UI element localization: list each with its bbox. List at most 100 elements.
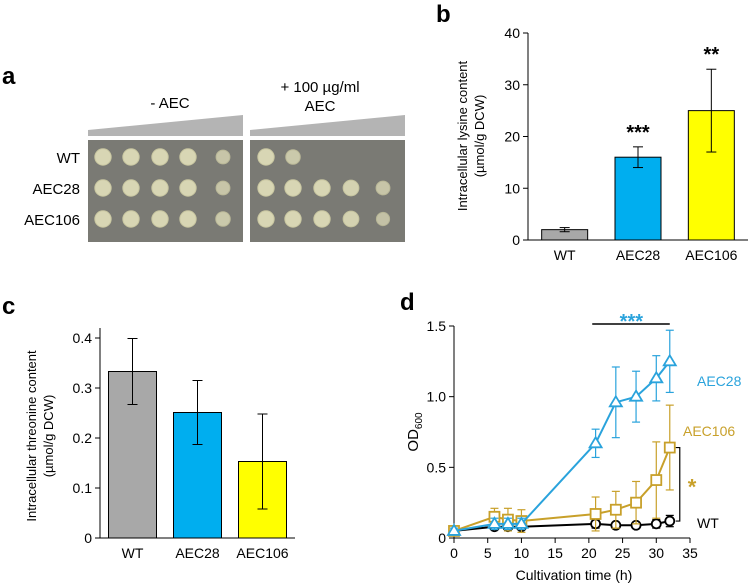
chart-c-xtick-label-wt: WT	[122, 545, 144, 561]
chart-c-xtick-label-aec28: AEC28	[175, 545, 220, 561]
chart-b-plot: 0 10 20 30 40 WT AEC28 *** AEC106 **	[504, 25, 748, 263]
colony-spots	[94, 148, 391, 228]
colony-minus-r2-c2	[151, 210, 169, 228]
strain-label-wt: WT	[57, 150, 80, 167]
chart-d-xtick-label-1: 5	[484, 545, 492, 561]
chart-d-aec28-point-2	[500, 516, 516, 529]
chart-c-ylabel-line1: Intracellular threonine content	[24, 350, 39, 522]
chart-d-ytick-label-1: 0.5	[427, 459, 447, 475]
chart-c-ytick-label-0: 0	[84, 530, 92, 546]
chart-b-ytick-label-3: 30	[504, 77, 520, 93]
chart-d-aec28-point-1	[486, 516, 503, 529]
chart-d-ytick-label-3: 1.5	[427, 318, 447, 334]
colony-plus-r2-c2	[313, 210, 331, 228]
chart-c-ytick-label-2: 0.2	[73, 430, 93, 446]
chart-b-ylabel-line2: (µmol/g DCW)	[472, 95, 487, 178]
colony-plus-r1-c1	[284, 179, 302, 197]
chart-b-xtick-label-aec106: AEC106	[685, 247, 737, 263]
colony-minus-r1-c2	[151, 179, 169, 197]
chart-d-legend-aec106: AEC106	[683, 423, 735, 439]
colony-minus-r1-c1	[122, 179, 140, 197]
colony-minus-r1-c0	[94, 179, 112, 197]
chart-d-aec28-point-4	[588, 435, 604, 449]
chart-d-aec28-point-5	[608, 394, 624, 408]
colony-plus-r0-c0	[257, 148, 275, 166]
chart-d-ylabel: OD600	[405, 412, 425, 452]
chart-d-xtick-label-0: 0	[450, 545, 458, 561]
chart-b-significance-aec28: ***	[626, 122, 650, 144]
chart-d-aec106-point-8	[663, 441, 676, 454]
colony-minus-r2-c0	[94, 210, 112, 228]
chart-d-xtick-label-7: 35	[682, 545, 698, 561]
chart-d-aec106-point-4	[589, 508, 602, 520]
panel-c: c Intracellular threonine content (µmol/…	[2, 293, 295, 561]
chart-b-ytick-label-0: 0	[512, 232, 520, 248]
chart-d-aec106-point-5	[609, 503, 622, 516]
chart-d-wt-point-8	[664, 515, 676, 527]
chart-c-plot: 0 0.1 0.2 0.3 0.4 WT AEC28 AEC106	[73, 328, 295, 561]
panel-d-letter: d	[400, 289, 415, 316]
chart-c-ytick-label-4: 0.4	[73, 330, 93, 346]
chart-d-xtick-label-3: 15	[547, 545, 563, 561]
colony-minus-r0-c3	[179, 148, 197, 166]
strain-label-aec106: AEC106	[24, 212, 80, 229]
chart-d-ytick-label-2: 1.0	[427, 389, 447, 405]
chart-c-ytick-label-1: 0.1	[73, 480, 93, 496]
condition-minus-label: - AEC	[150, 95, 189, 112]
condition-plus-label-line1: + 100 µg/ml	[280, 79, 359, 96]
chart-d-aec28-point-7	[648, 370, 664, 384]
chart-d-series-line-aec106	[453, 447, 671, 532]
chart-d-significance-side: *	[688, 474, 697, 499]
chart-d-xtick-label-6: 30	[648, 545, 664, 561]
chart-d-plot: 00.51.01.50 5 10 15 20 25 30 35AEC28AEC106WT***…	[427, 311, 742, 561]
chart-d-aec106-point-7	[650, 474, 663, 486]
chart-d-significance-top: ***	[620, 311, 644, 333]
condition-plus-label-line2: AEC	[305, 98, 336, 115]
chart-d-significance-bracket	[675, 446, 681, 522]
chart-d-aec106-point-6	[630, 496, 642, 509]
colony-minus-r1-c3	[179, 179, 197, 197]
chart-d-xtick-label-2: 10	[514, 545, 530, 561]
colony-plus-r1-c3	[342, 179, 360, 197]
dilution-wedge-minus	[88, 115, 243, 136]
chart-d-xtick-label-4: 20	[581, 545, 597, 561]
chart-b-significance-aec106: **	[704, 44, 720, 66]
chart-d-ytick-label-0: 0	[438, 530, 446, 546]
colony-plus-r1-c2	[313, 179, 331, 197]
colony-minus-r0-c1	[122, 148, 140, 166]
dilution-wedge-plus	[250, 115, 405, 136]
colony-plus-r2-c1	[284, 210, 302, 228]
chart-b-xtick-label-aec28: AEC28	[616, 247, 661, 263]
chart-d-xtick-label-5: 25	[615, 545, 631, 561]
panel-a-letter: a	[2, 63, 16, 90]
chart-b-ytick-label-4: 40	[504, 25, 520, 41]
chart-d-aec28-point-8	[662, 353, 678, 367]
colony-plus-r2-c4	[375, 211, 391, 227]
panel-a: a - AEC + 100 µg/ml AEC WT AEC28 AEC106	[2, 63, 405, 242]
panel-b-letter: b	[436, 1, 451, 28]
chart-b-bar-aec28	[614, 156, 662, 241]
panel-d: d OD600 Cultivation time (h) 0 0.5 1.0 1.5 0…	[400, 289, 742, 583]
chart-d-legend-wt: WT	[697, 515, 719, 531]
chart-d-aec28-point-6	[628, 388, 644, 402]
chart-c-xtick-label-aec106: AEC106	[236, 545, 288, 561]
chart-d-ylabel-sub: 600	[414, 412, 425, 429]
chart-b-ytick-label-2: 20	[504, 129, 520, 145]
colony-plus-r1-c4	[375, 180, 391, 196]
chart-c-ylabel-line2: (µmol/g DCW)	[41, 395, 56, 478]
chart-d-xlabel: Cultivation time (h)	[516, 567, 633, 583]
colony-minus-r2-c3	[179, 210, 197, 228]
chart-d-aec28-point-0	[446, 523, 462, 536]
colony-plus-r2-c0	[257, 210, 275, 228]
chart-b-ylabel-line1: Intracellular lysine content	[455, 60, 470, 211]
colony-plus-r2-c3	[342, 210, 360, 228]
chart-d-legend-aec28: AEC28	[697, 373, 742, 389]
colony-minus-r0-c2	[151, 148, 169, 166]
chart-b-xtick-label-wt: WT	[554, 247, 576, 263]
colony-minus-r2-c4	[215, 211, 231, 227]
colony-minus-r0-c4	[215, 149, 231, 165]
chart-d-aec28-point-3	[513, 516, 530, 529]
chart-d-ylabel-main: OD	[405, 429, 422, 452]
colony-plus-r1-c0	[257, 179, 275, 197]
